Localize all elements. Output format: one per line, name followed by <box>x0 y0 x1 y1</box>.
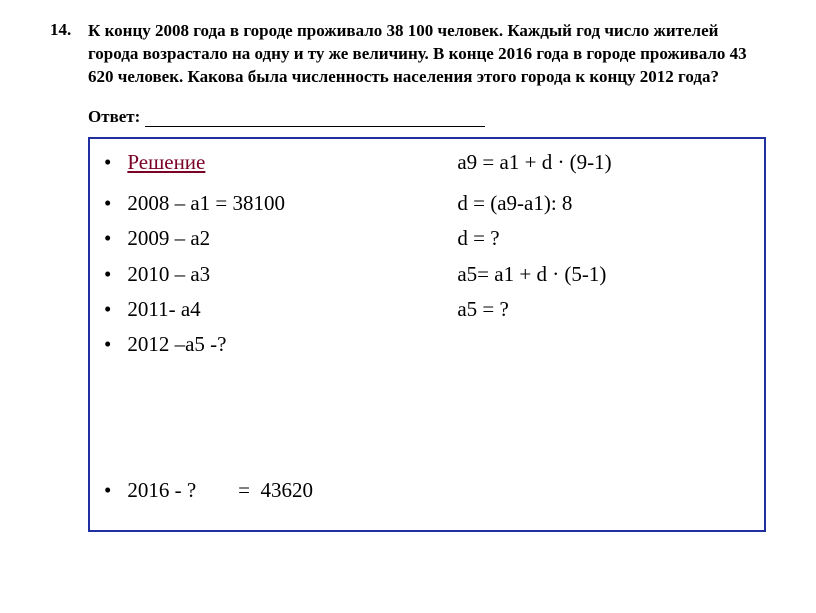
solution-left: 2008 – a1 = 38100 <box>127 190 457 217</box>
solution-box: • Решение а9 = а1 + d · (9-1) • 2008 – a… <box>88 137 766 532</box>
solution-row: • 2009 – a2 d = ? <box>104 225 750 252</box>
solution-last-row: • 2016 - ? = 43620 <box>104 477 750 504</box>
solution-row: • 2012 –a5 -? <box>104 331 750 358</box>
bullet-icon: • <box>104 477 111 504</box>
bullet-icon: • <box>104 190 111 217</box>
problem-text: К концу 2008 года в городе проживало 38 … <box>88 20 766 89</box>
solution-left: 2011- a4 <box>127 296 457 323</box>
solution-heading-row: • Решение а9 = а1 + d · (9-1) <box>104 149 750 176</box>
solution-heading: Решение <box>127 149 457 176</box>
solution-row: • 2010 – a3 а5= а1 + d · (5-1) <box>104 261 750 288</box>
solution-left: 2009 – a2 <box>127 225 457 252</box>
bullet-icon: • <box>104 296 111 323</box>
bullet-icon: • <box>104 225 111 252</box>
solution-left: 2012 –a5 -? <box>127 331 457 358</box>
answer-label: Ответ: <box>88 107 140 126</box>
solution-right: d = ? <box>457 225 499 252</box>
solution-left: 2010 – a3 <box>127 261 457 288</box>
answer-line: Ответ: <box>88 107 766 127</box>
solution-row: • 2011- a4 а5 = ? <box>104 296 750 323</box>
solution-row: • 2008 – a1 = 38100 d = (a9-a1): 8 <box>104 190 750 217</box>
solution-right: d = (a9-a1): 8 <box>457 190 572 217</box>
problem-number: 14. <box>50 20 74 40</box>
solution-right: а5 = ? <box>457 296 509 323</box>
solution-last: 2016 - ? = 43620 <box>127 477 457 504</box>
bullet-icon: • <box>104 261 111 288</box>
solution-right: а5= а1 + d · (5-1) <box>457 261 606 288</box>
answer-blank <box>145 126 485 127</box>
bullet-icon: • <box>104 331 111 358</box>
bullet-icon: • <box>104 149 111 176</box>
solution-heading-right: а9 = а1 + d · (9-1) <box>457 149 611 176</box>
